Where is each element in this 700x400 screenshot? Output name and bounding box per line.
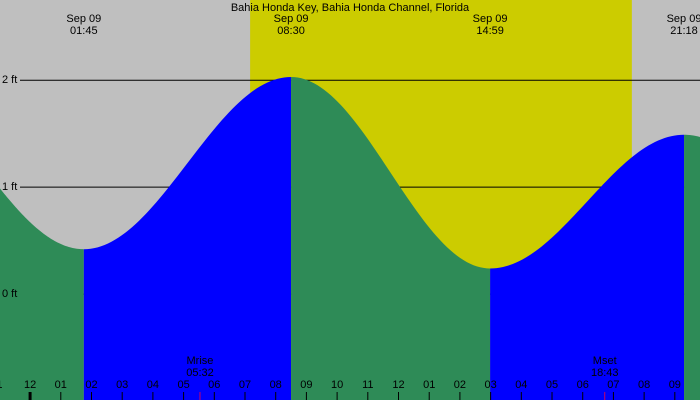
extreme-date: Sep 09	[667, 13, 700, 25]
x-tick-label: 05	[177, 379, 189, 391]
falling-tide	[0, 188, 84, 400]
moon-event-time: 05:32	[186, 367, 214, 379]
extreme-time: 14:59	[476, 25, 504, 37]
extreme-time: 21:18	[670, 25, 698, 37]
x-tick-label: 05	[546, 379, 558, 391]
x-tick-label: 08	[270, 379, 282, 391]
x-tick-label: 11	[362, 379, 373, 391]
y-tick-label: 0 ft	[2, 288, 17, 300]
x-tick-label: 02	[85, 379, 97, 391]
moon-event-label: Mset	[593, 355, 617, 367]
x-tick-label: 08	[638, 379, 650, 391]
falling-tide	[291, 77, 491, 400]
x-tick-label: 03	[116, 379, 128, 391]
x-tick-label: 06	[577, 379, 589, 391]
x-tick-label: 01	[423, 379, 435, 391]
x-tick-label: 10	[331, 379, 343, 391]
extreme-date: Sep 09	[274, 13, 309, 25]
x-tick-label: 12	[24, 379, 36, 391]
extreme-time: 01:45	[70, 25, 98, 37]
x-tick-label: 1	[0, 379, 2, 391]
x-tick-label: 04	[515, 379, 527, 391]
rising-tide	[490, 134, 685, 400]
x-tick-label: 06	[208, 379, 220, 391]
moon-event-time: 18:43	[591, 367, 619, 379]
x-tick-label: 03	[484, 379, 496, 391]
x-tick-label: 01	[55, 379, 67, 391]
extreme-date: Sep 09	[473, 13, 508, 25]
rising-tide	[83, 77, 292, 400]
x-tick-label: 09	[669, 379, 681, 391]
x-tick-label: 04	[147, 379, 159, 391]
x-tick-label: 12	[392, 379, 404, 391]
x-tick-label: 09	[300, 379, 312, 391]
extreme-time: 08:30	[277, 25, 305, 37]
x-tick-label: 07	[607, 379, 619, 391]
falling-tide	[684, 134, 700, 400]
y-tick-label: 1 ft	[2, 181, 17, 193]
y-tick-label: 2 ft	[2, 74, 17, 86]
extreme-date: Sep 09	[66, 13, 101, 25]
x-tick-label: 02	[454, 379, 466, 391]
moon-event-label: Mrise	[187, 355, 214, 367]
x-tick-label: 07	[239, 379, 251, 391]
chart-title: Bahia Honda Key, Bahia Honda Channel, Fl…	[231, 2, 470, 14]
